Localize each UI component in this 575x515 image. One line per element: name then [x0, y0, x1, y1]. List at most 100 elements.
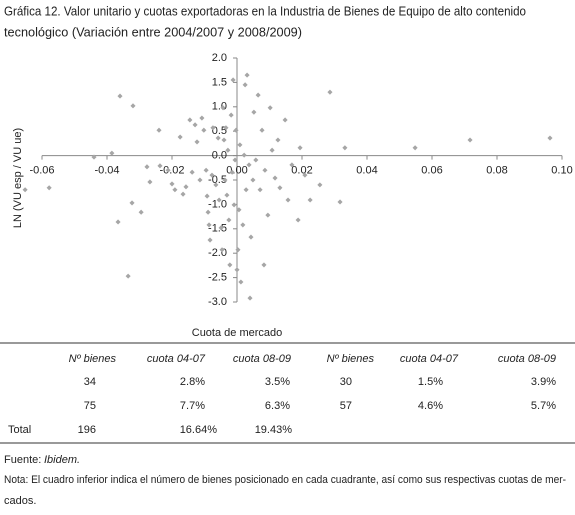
- point: [169, 181, 175, 187]
- point: [206, 222, 212, 228]
- table-cell: 3.9%: [531, 376, 556, 388]
- note: cados.: [4, 495, 36, 507]
- table-cell: 75: [84, 400, 96, 412]
- y-tick-label: -1.5: [208, 223, 227, 235]
- x-tick-label: 0.04: [356, 165, 377, 177]
- point: [243, 187, 249, 193]
- point: [337, 199, 343, 205]
- x-tick-label: 0.00: [226, 165, 247, 177]
- row-label: Total: [8, 424, 31, 436]
- point: [222, 177, 228, 183]
- source-label: Fuente:: [4, 454, 41, 466]
- point: [115, 219, 121, 225]
- column-header: cuota 04-07: [147, 353, 206, 365]
- point: [192, 122, 198, 128]
- point: [204, 193, 210, 199]
- point: [172, 187, 178, 193]
- point: [242, 82, 248, 88]
- y-tick-label: 2.0: [212, 52, 227, 64]
- point: [215, 135, 221, 141]
- point: [187, 117, 193, 123]
- point: [207, 237, 213, 243]
- y-axis-label: LN (VU esp / VU ue): [12, 128, 24, 228]
- point: [269, 147, 275, 153]
- point: [257, 187, 263, 193]
- point: [265, 212, 271, 218]
- point: [241, 152, 247, 158]
- point: [227, 262, 233, 268]
- table-cell: 30: [340, 376, 352, 388]
- chart-title: tecnológico (Variación entre 2004/2007 y…: [4, 24, 302, 39]
- point: [272, 175, 278, 181]
- table-cell: 4.6%: [418, 400, 443, 412]
- point: [232, 157, 238, 163]
- point: [213, 182, 219, 188]
- point: [203, 167, 209, 173]
- point: [216, 197, 222, 203]
- y-tick-label: 0.0: [212, 150, 227, 162]
- y-tick-label: -0.5: [208, 174, 227, 186]
- note: Nota: El cuadro inferior indica el númer…: [4, 474, 566, 486]
- point: [177, 134, 183, 140]
- table-cell: 6.3%: [265, 400, 290, 412]
- point: [199, 115, 205, 121]
- point: [248, 234, 254, 240]
- point: [205, 209, 211, 215]
- y-tick-label: -3.0: [208, 296, 227, 308]
- x-tick-label: 0.08: [486, 165, 507, 177]
- point: [189, 169, 195, 175]
- point: [165, 167, 171, 173]
- x-tick-label: -0.06: [29, 165, 54, 177]
- column-header: cuota 08-09: [233, 353, 291, 365]
- point: [412, 145, 418, 151]
- table-cell: 19.43%: [255, 424, 293, 436]
- point: [235, 247, 241, 253]
- source: Ibidem.: [44, 454, 80, 466]
- point: [267, 105, 273, 111]
- table-cell: 57: [340, 400, 352, 412]
- point: [109, 150, 115, 156]
- point: [194, 139, 200, 145]
- point: [238, 279, 244, 285]
- table-cell: 34: [84, 376, 96, 388]
- y-tick-label: -2.0: [208, 247, 227, 259]
- point: [282, 117, 288, 123]
- point: [144, 164, 150, 170]
- column-header: Nº bienes: [327, 353, 375, 365]
- point: [180, 191, 186, 197]
- point: [251, 109, 257, 115]
- y-tick-label: 0.5: [212, 125, 227, 137]
- point: [234, 267, 240, 273]
- point: [295, 217, 301, 223]
- point: [46, 185, 52, 191]
- point: [130, 103, 136, 109]
- table-cell: 1.5%: [418, 376, 443, 388]
- point: [467, 137, 473, 143]
- table-cell: 3.5%: [265, 376, 290, 388]
- point: [247, 295, 253, 301]
- point: [22, 187, 28, 193]
- point: [229, 169, 235, 175]
- point: [297, 145, 303, 151]
- point: [253, 157, 259, 163]
- y-tick-label: 1.5: [212, 76, 227, 88]
- column-header: Nº bienes: [69, 353, 117, 365]
- point: [307, 197, 313, 203]
- point: [201, 127, 207, 133]
- point: [147, 179, 153, 185]
- point: [230, 77, 236, 83]
- point: [117, 93, 123, 99]
- point: [228, 112, 234, 118]
- column-header: cuota 08-09: [498, 353, 556, 365]
- point: [183, 184, 189, 190]
- x-tick-label: 0.06: [421, 165, 442, 177]
- point: [261, 262, 267, 268]
- point: [220, 105, 226, 111]
- x-tick-label: -0.02: [159, 165, 184, 177]
- column-header: cuota 04-07: [400, 353, 459, 365]
- x-tick-label: 0.02: [291, 165, 312, 177]
- point: [244, 72, 250, 78]
- table-cell: 7.7%: [180, 400, 205, 412]
- y-tick-label: -2.5: [208, 272, 227, 284]
